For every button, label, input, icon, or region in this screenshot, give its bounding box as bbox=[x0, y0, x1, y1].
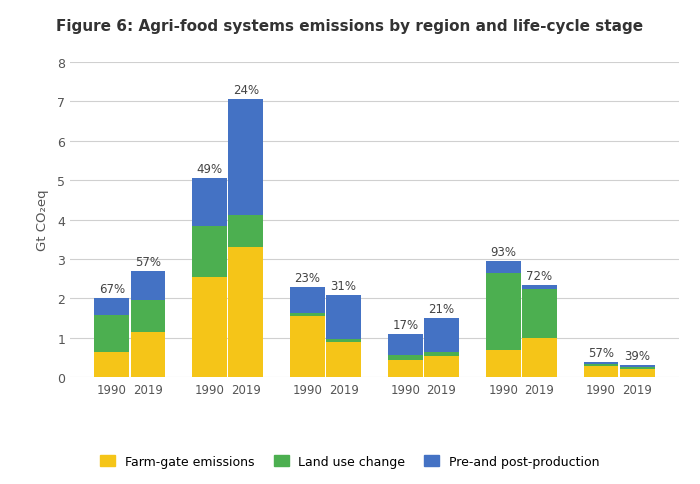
Bar bbox=[290, 314, 325, 317]
Text: 57%: 57% bbox=[135, 255, 161, 268]
Bar bbox=[522, 289, 557, 338]
Bar bbox=[584, 366, 619, 378]
Bar bbox=[620, 367, 655, 369]
Text: 31%: 31% bbox=[330, 279, 357, 292]
Bar bbox=[620, 369, 655, 378]
Bar bbox=[522, 285, 557, 289]
Bar bbox=[326, 295, 361, 340]
Bar bbox=[193, 179, 227, 226]
Bar bbox=[94, 299, 129, 316]
Bar bbox=[584, 364, 619, 366]
Text: 24%: 24% bbox=[232, 84, 259, 97]
Text: 49%: 49% bbox=[197, 163, 223, 176]
Bar bbox=[228, 215, 263, 248]
Bar bbox=[326, 340, 361, 342]
Text: Figure 6: Agri-food systems emissions by region and life-cycle stage: Figure 6: Agri-food systems emissions by… bbox=[57, 19, 643, 34]
Bar bbox=[193, 226, 227, 277]
Bar bbox=[94, 316, 129, 352]
Bar bbox=[620, 366, 655, 367]
Bar bbox=[388, 355, 423, 360]
Bar bbox=[522, 338, 557, 378]
Bar bbox=[388, 334, 423, 355]
Text: 57%: 57% bbox=[588, 347, 614, 360]
Text: 17%: 17% bbox=[392, 318, 419, 331]
Bar bbox=[130, 272, 165, 300]
Bar bbox=[94, 352, 129, 378]
Bar bbox=[424, 356, 459, 378]
Bar bbox=[388, 360, 423, 378]
Bar bbox=[193, 277, 227, 378]
Bar bbox=[486, 273, 521, 350]
Bar bbox=[486, 261, 521, 273]
Text: 93%: 93% bbox=[490, 245, 516, 258]
Bar bbox=[228, 100, 263, 215]
Bar bbox=[486, 350, 521, 378]
Bar bbox=[130, 333, 165, 378]
Text: 21%: 21% bbox=[428, 302, 454, 316]
Bar bbox=[290, 317, 325, 378]
Legend: Farm-gate emissions, Land use change, Pre-and post-production: Farm-gate emissions, Land use change, Pr… bbox=[95, 450, 605, 473]
Bar bbox=[424, 352, 459, 356]
Bar bbox=[228, 248, 263, 378]
Text: 39%: 39% bbox=[624, 349, 650, 363]
Bar bbox=[326, 342, 361, 378]
Text: 23%: 23% bbox=[295, 272, 321, 285]
Bar bbox=[424, 318, 459, 352]
Text: 67%: 67% bbox=[99, 283, 125, 296]
Bar bbox=[584, 363, 619, 364]
Y-axis label: Gt CO₂eq: Gt CO₂eq bbox=[36, 189, 49, 251]
Bar bbox=[130, 300, 165, 333]
Bar bbox=[290, 288, 325, 314]
Text: 72%: 72% bbox=[526, 269, 552, 282]
